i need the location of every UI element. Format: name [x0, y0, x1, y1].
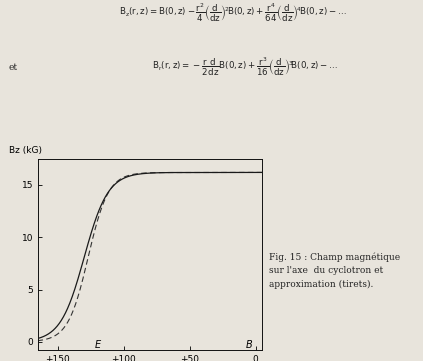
Text: $\mathrm{B_z(r,z) = B(0,z) - \dfrac{r^2}{4}\left(\dfrac{d}{dz}\right)^{\!2}\!B(0: $\mathrm{B_z(r,z) = B(0,z) - \dfrac{r^2}…: [119, 2, 346, 24]
Text: Fig. 15 : Champ magnétique
sur l'axe  du cyclotron et
approximation (tirets).: Fig. 15 : Champ magnétique sur l'axe du …: [269, 253, 400, 289]
Text: et: et: [8, 63, 18, 72]
Text: Bz (kG): Bz (kG): [9, 146, 42, 155]
Text: B: B: [246, 340, 253, 349]
Text: E: E: [94, 340, 101, 349]
Text: $\mathrm{B_r(r,z) = -\dfrac{r}{2}\dfrac{d}{dz}B(0,z) + \dfrac{r^3}{16}\left(\dfr: $\mathrm{B_r(r,z) = -\dfrac{r}{2}\dfrac{…: [152, 56, 338, 78]
